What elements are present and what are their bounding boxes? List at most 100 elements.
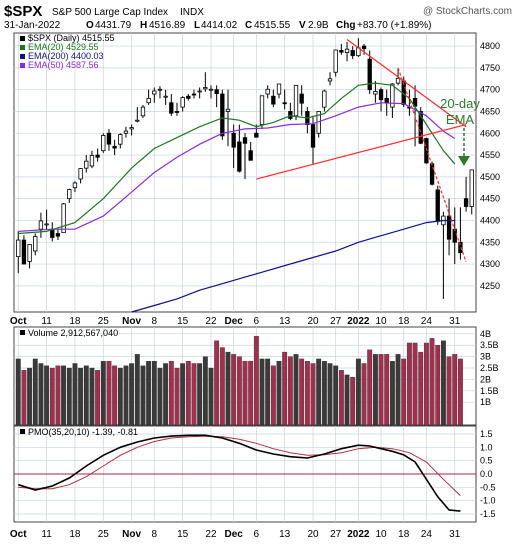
pmo-title: PMO(35,20,10) -1.39, -0.81 (28, 427, 138, 437)
volume-bar (242, 361, 248, 426)
volume-tick-label: 3B (480, 352, 491, 362)
ema20-line (18, 82, 456, 235)
volume-bar (384, 354, 390, 426)
volume-bar (270, 365, 276, 426)
candle-up (89, 155, 95, 167)
candle-down (361, 45, 367, 50)
volume-tick-label: 3.5B (480, 340, 499, 350)
watermark: @ StockCharts.com (423, 6, 512, 17)
candle-up (78, 168, 83, 180)
candle-down (186, 95, 191, 99)
close-value: 4515.55 (254, 20, 291, 31)
legend-swatch-ema20 (20, 45, 25, 50)
candle-up (72, 182, 78, 189)
volume-bar (146, 361, 152, 426)
legend-ema50: EMA(50) 4587.56 (28, 60, 99, 70)
volume-bar (372, 354, 378, 426)
volume-bar (66, 367, 72, 426)
trendline (346, 39, 467, 128)
annotation-arrow-head (458, 156, 470, 166)
candle-down (424, 138, 429, 164)
open-value: 4431.79 (95, 20, 132, 31)
x-tick-label: 20 (307, 316, 319, 327)
pmo-tick-label: 1.5 (480, 429, 493, 439)
legend-swatch-ema50 (20, 63, 25, 68)
volume-bar (401, 358, 407, 426)
candle-down (299, 93, 304, 104)
ema-annotation: 20-day EMA (440, 96, 480, 166)
candle-up (208, 88, 214, 91)
volume-bar (429, 338, 435, 426)
x-tick-label: Oct (10, 316, 27, 327)
candle-up (259, 95, 265, 125)
volume-bar (418, 351, 424, 426)
volume-bar (129, 363, 135, 426)
candle-up (344, 48, 350, 54)
volume-bar (452, 354, 458, 426)
volume-bar (355, 358, 361, 426)
trendline (256, 123, 467, 180)
volume-bar (44, 365, 50, 426)
volume-bar (253, 335, 259, 426)
candle-up (140, 106, 146, 117)
candle-up (373, 91, 378, 95)
price-tick-label: 4700 (480, 85, 500, 95)
volume-bar (367, 349, 373, 426)
candle-up (163, 95, 168, 98)
volume-bar (185, 361, 191, 426)
x-tick-label-bottom: 10 (375, 529, 387, 540)
change-label: Chg (336, 20, 355, 31)
volume-bar (78, 367, 84, 426)
volume-tick-label: 1.5B (480, 386, 499, 396)
x-tick-label: 25 (98, 316, 110, 327)
x-tick-label-bottom: 18 (69, 529, 81, 540)
volume-bar (333, 365, 339, 426)
candle-up (129, 127, 134, 130)
candle-up (146, 97, 151, 104)
x-tick-label-bottom: 18 (398, 529, 410, 540)
exchange-label: INDX (180, 7, 204, 18)
price-tick-label: 4550 (480, 150, 500, 160)
volume-bar (412, 342, 418, 426)
volume-bar (95, 370, 101, 426)
candle-down (169, 102, 174, 114)
candle-up (293, 84, 299, 117)
candle-up (395, 77, 401, 84)
x-tick-label-bottom: Dec (224, 529, 243, 540)
high-value: 4516.89 (149, 20, 186, 31)
candle-down (55, 233, 61, 237)
volume-bar (406, 342, 412, 426)
candle-down (242, 137, 248, 144)
candle-up (390, 83, 395, 108)
high-label: H (140, 20, 147, 31)
volume-bar (89, 367, 95, 426)
volume-bar (174, 367, 180, 426)
candle-up (197, 90, 202, 93)
volume-bar (321, 361, 327, 426)
legend-ema200: EMA(200) 4400.03 (28, 51, 104, 61)
x-tick-label: 6 (254, 316, 260, 327)
volume-bar (327, 363, 333, 426)
axis-layer: 4250 4300 4350 4400 4450 4500 4550 4600 4650 4700… (10, 41, 500, 540)
x-tick-label: 11 (41, 316, 52, 327)
candle-down (174, 111, 180, 113)
candle-down (288, 111, 293, 119)
price-tick-label: 4600 (480, 128, 500, 138)
volume-bar (61, 365, 67, 426)
candle-down (220, 93, 225, 137)
candle-up (152, 90, 157, 95)
low-value: 4414.02 (201, 20, 238, 31)
price-tick-label: 4800 (480, 41, 500, 51)
volume-bar (15, 358, 21, 426)
volume-bar (27, 367, 33, 426)
candle-up (27, 244, 32, 262)
annotation-line1: 20-day (440, 96, 480, 111)
candle-down (95, 154, 100, 158)
volume-bar (180, 363, 186, 426)
volume-bar (265, 358, 271, 426)
volume-bar (446, 356, 452, 426)
volume-bar (151, 361, 157, 426)
volume-bar (49, 367, 55, 426)
volume-bar (350, 376, 356, 426)
candle-down (21, 239, 27, 265)
